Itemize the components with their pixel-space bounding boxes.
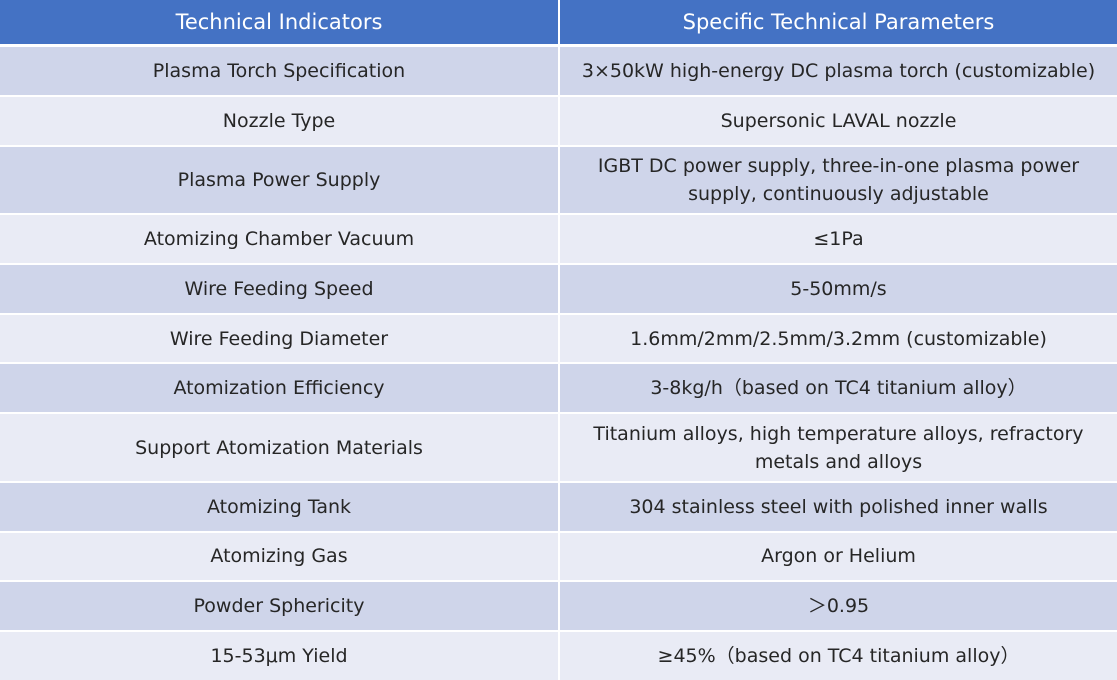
indicator-cell: Plasma Power Supply	[0, 144, 559, 215]
table-row: Wire Feeding Speed 5-50mm/s	[0, 262, 1117, 314]
indicator-cell: Nozzle Type	[0, 94, 559, 146]
parameter-cell: ≥45%（based on TC4 titanium alloy）	[558, 630, 1117, 680]
parameter-cell: 5-50mm/s	[558, 262, 1117, 314]
table-row: Wire Feeding Diameter 1.6mm/2mm/2.5mm/3.…	[0, 312, 1117, 364]
parameter-cell: 304 stainless steel with polished inner …	[558, 480, 1117, 532]
table-row: Support Atomization Materials Titanium a…	[0, 412, 1117, 482]
indicator-cell: Powder Sphericity	[0, 580, 559, 632]
indicator-cell: Atomizing Tank	[0, 480, 559, 532]
indicator-cell: Support Atomization Materials	[0, 412, 559, 482]
parameter-cell: Argon or Helium	[558, 530, 1117, 582]
indicator-cell: Wire Feeding Speed	[0, 262, 559, 314]
parameter-cell: IGBT DC power supply, three-in-one plasm…	[558, 144, 1117, 215]
parameter-cell: 3-8kg/h（based on TC4 titanium alloy）	[558, 362, 1117, 414]
indicator-cell: 15-53μm Yield	[0, 630, 559, 680]
table-row: 15-53μm Yield ≥45%（based on TC4 titanium…	[0, 630, 1117, 680]
indicator-cell: Atomization Efficiency	[0, 362, 559, 414]
indicator-cell: Atomizing Gas	[0, 530, 559, 582]
table-row: Atomizing Tank 304 stainless steel with …	[0, 480, 1117, 532]
parameter-cell: ≤1Pa	[558, 213, 1117, 264]
table-row: Powder Sphericity ＞0.95	[0, 580, 1117, 632]
parameter-cell: Supersonic LAVAL nozzle	[558, 94, 1117, 146]
indicator-cell: Wire Feeding Diameter	[0, 312, 559, 364]
table-row: Atomization Efficiency 3-8kg/h（based on …	[0, 362, 1117, 414]
parameter-cell: ＞0.95	[558, 580, 1117, 632]
parameter-cell: Titanium alloys, high temperature alloys…	[558, 412, 1117, 482]
table-row: Atomizing Chamber Vacuum ≤1Pa	[0, 213, 1117, 264]
table-row: Plasma Power Supply IGBT DC power supply…	[0, 144, 1117, 215]
table-row: Atomizing Gas Argon or Helium	[0, 530, 1117, 582]
parameter-cell: 1.6mm/2mm/2.5mm/3.2mm (customizable)	[558, 312, 1117, 364]
table-header-row: Technical Indicators Specific Technical …	[0, 0, 1117, 47]
header-specific-parameters: Specific Technical Parameters	[558, 0, 1117, 47]
table-row: Nozzle Type Supersonic LAVAL nozzle	[0, 94, 1117, 146]
header-technical-indicators: Technical Indicators	[0, 0, 559, 47]
indicator-cell: Plasma Torch Specification	[0, 44, 559, 96]
table-row: Plasma Torch Specification 3×50kW high-e…	[0, 44, 1117, 96]
indicator-cell: Atomizing Chamber Vacuum	[0, 213, 559, 264]
parameter-cell: 3×50kW high-energy DC plasma torch (cust…	[558, 44, 1117, 96]
